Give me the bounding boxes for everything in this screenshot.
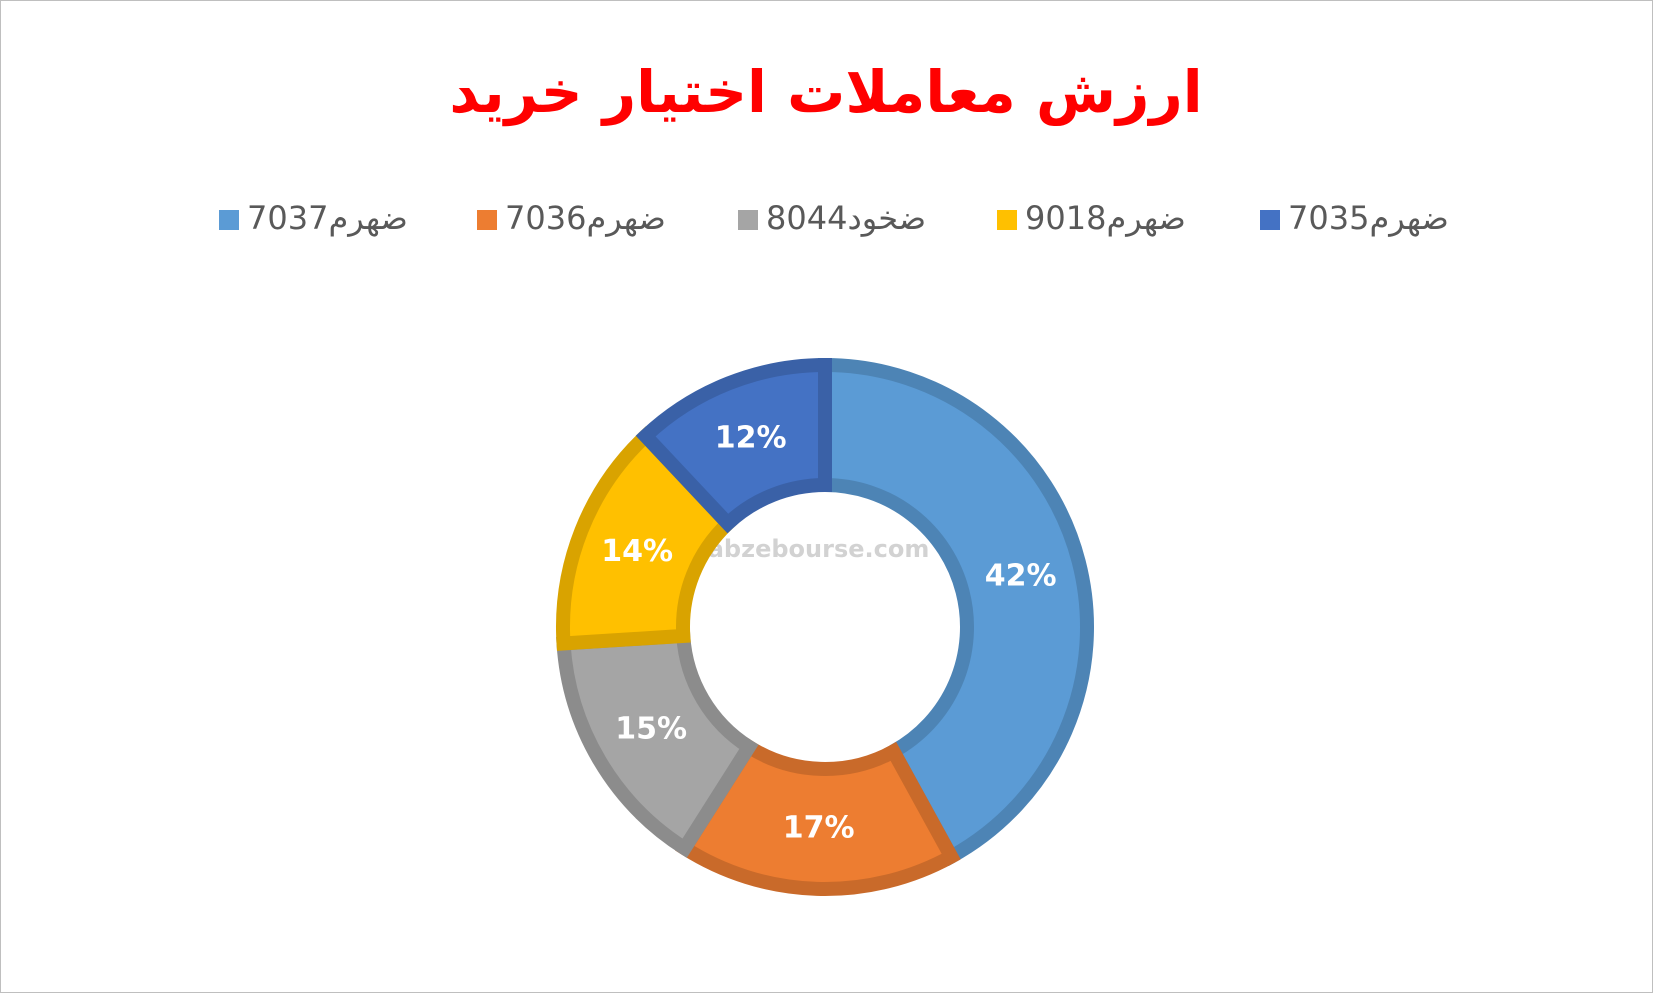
chart-title: ارزش معاملات اختیار خرید: [449, 58, 1202, 127]
data-label: 42%: [985, 558, 1057, 593]
data-label: 17%: [783, 810, 855, 845]
legend-swatch: [1260, 210, 1280, 230]
legend-label: ضهرم7035: [1288, 199, 1449, 237]
legend-swatch: [738, 210, 758, 230]
legend-label: ضهرم9018: [1025, 199, 1186, 237]
donut-slice: [818, 357, 1094, 867]
data-label: 12%: [715, 421, 787, 456]
legend-label: ضخود8044: [766, 199, 926, 237]
data-label: 15%: [615, 711, 687, 746]
legend-swatch: [477, 210, 497, 230]
legend-label: ضهرم7036: [505, 199, 666, 237]
data-label: 14%: [601, 534, 673, 569]
watermark: nabzebourse.com: [691, 535, 930, 563]
donut-slice: [635, 357, 832, 534]
legend-swatch: [997, 210, 1017, 230]
legend-label: ضهرم7037: [247, 199, 408, 237]
legend-swatch: [219, 210, 239, 230]
